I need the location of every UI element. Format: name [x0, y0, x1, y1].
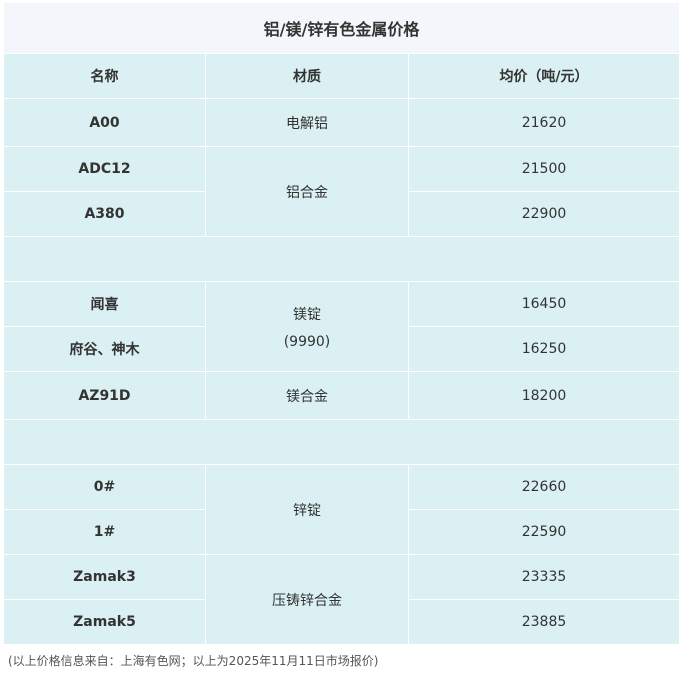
table-row: A380 22900	[3, 191, 680, 237]
cell-price: 21500	[408, 146, 680, 192]
table-title: 铝/镁/锌有色金属价格	[3, 3, 680, 54]
cell-name: 闻喜	[3, 281, 206, 327]
material-line: 镁锭	[293, 306, 321, 323]
cell-name: Zamak3	[3, 554, 206, 600]
cell-name: ADC12	[3, 146, 206, 192]
cell-price: 22590	[408, 509, 680, 555]
cell-name: 府谷、神木	[3, 326, 206, 372]
table-row: ADC12 铝合金 21500	[3, 146, 680, 237]
cell-name: Zamak5	[3, 599, 206, 645]
table-row: 府谷、神木 16250	[3, 326, 680, 372]
cell-price: 22660	[408, 464, 680, 510]
cell-material: 电解铝	[205, 98, 409, 147]
blank-cell	[3, 419, 680, 465]
blank-cell	[3, 236, 680, 282]
table-row: 1# 22590	[3, 509, 680, 555]
source-note: (以上价格信息来自：上海有色网；以上为2025年11月11日市场报价)	[8, 654, 379, 668]
spacer-row	[3, 236, 680, 282]
cell-material: 压铸锌合金	[205, 554, 409, 645]
header-material: 材质	[205, 53, 409, 99]
cell-name: A00	[3, 98, 206, 147]
cell-name: 0#	[3, 464, 206, 510]
cell-price: 23335	[408, 554, 680, 600]
cell-price: 22900	[408, 191, 680, 237]
cell-price: 16250	[408, 326, 680, 372]
cell-name: 1#	[3, 509, 206, 555]
table-row: Zamak3 压铸锌合金 23335	[3, 554, 680, 645]
cell-price: 16450	[408, 281, 680, 327]
material-grade: (9990)	[283, 333, 331, 350]
header-row: 名称 材质 均价（吨/元）	[3, 53, 680, 99]
table-row: 闻喜镁锭 (9990) 16450	[3, 281, 680, 372]
cell-material: 铝合金	[205, 146, 409, 237]
cell-price: 21620	[408, 98, 680, 147]
header-price: 均价（吨/元）	[408, 53, 680, 99]
cell-material: 锌锭	[205, 464, 409, 555]
cell-material: 镁锭 (9990)	[205, 281, 409, 372]
cell-name: A380	[3, 191, 206, 237]
cell-price: 23885	[408, 599, 680, 645]
table-row: AZ91D 镁合金 18200	[3, 371, 680, 420]
table-row: A00 电解铝 21620	[3, 98, 680, 147]
header-name: 名称	[3, 53, 206, 99]
table-row: 0# 锌锭 22660	[3, 464, 680, 555]
cell-price: 18200	[408, 371, 680, 420]
cell-material: 镁合金	[205, 371, 409, 420]
price-table-container: 铝/镁/锌有色金属价格 名称 材质 均价（吨/元） A00 电解铝 21620 AD…	[3, 3, 680, 645]
table-row: Zamak5 23885	[3, 599, 680, 645]
spacer-row	[3, 419, 680, 465]
price-table: 铝/镁/锌有色金属价格 名称 材质 均价（吨/元） A00 电解铝 21620 AD…	[3, 3, 680, 645]
cell-name: AZ91D	[3, 371, 206, 420]
